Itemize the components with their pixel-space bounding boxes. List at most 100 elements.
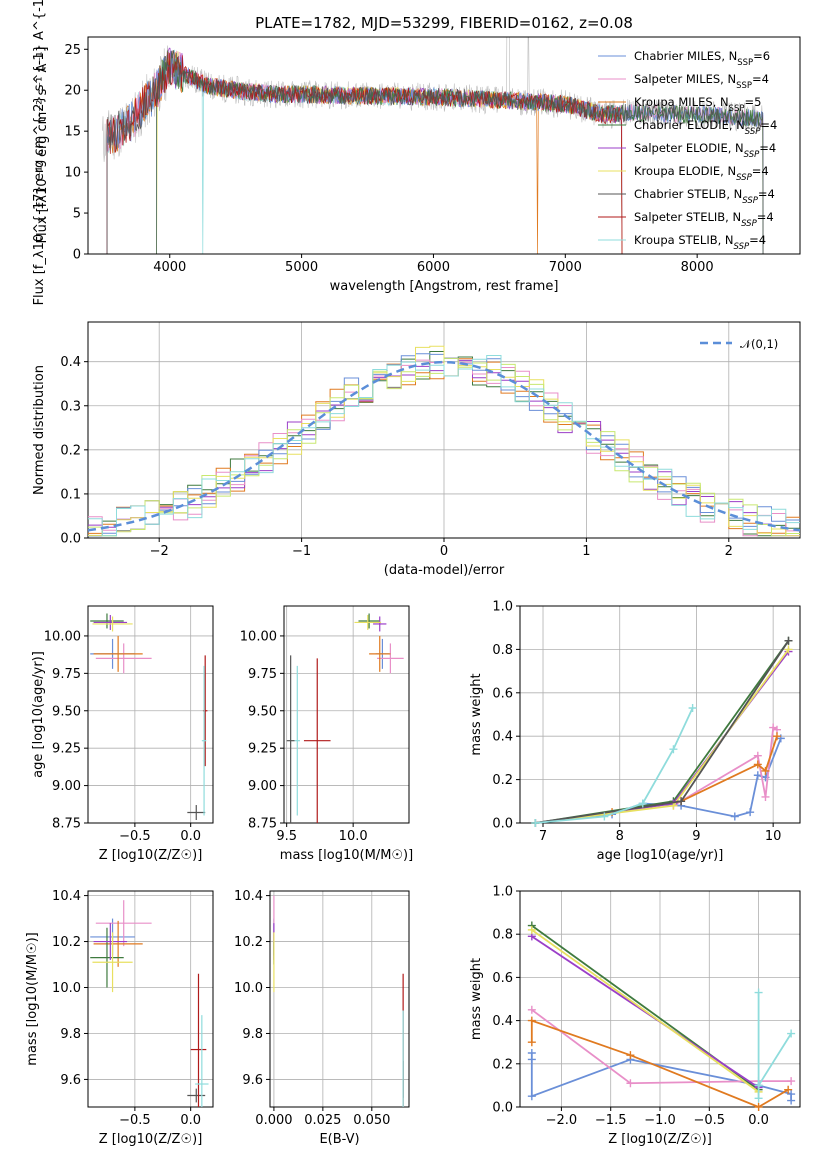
y-tick-label: 0 [73,248,81,263]
y-tick-label: 0.6 [492,971,513,986]
y-tick-label: 9.50 [52,704,81,719]
data-point-marker [730,812,739,821]
mass-weight-line [535,738,782,824]
data-point-marker [754,1094,763,1103]
y-tick-label: 0.4 [60,355,81,370]
x-tick-label: 10.0 [339,829,368,844]
x-tick-label: −2 [150,544,169,559]
y-tick-label: 9.6 [242,1073,263,1088]
data-point-marker [638,799,647,808]
y-axis-label: mass weight [469,673,484,755]
legend-entry: Chabrier MILES, NSSP=6 [634,49,770,68]
y-tick-label: 10.2 [234,935,263,950]
y-tick-label: 10.4 [52,889,81,904]
mass-weight-line [535,651,790,824]
y-axis-label: Flux [f_λ10^{-17} erg cm^{-2} s^{-1} A^{… [32,0,47,305]
model-spectrum-line [156,47,623,254]
y-tick-label: 10.2 [52,935,81,950]
data-point-marker [761,766,770,775]
data-point-marker [746,808,755,817]
x-tick-label: 7 [539,829,547,844]
y-tick-label: 10.4 [234,889,263,904]
x-tick-label: −1.0 [644,1113,676,1128]
y-tick-label: 9.00 [52,779,81,794]
data-point-marker [784,636,793,645]
x-tick-label: 0 [440,544,448,559]
data-point-marker [527,1092,536,1101]
y-tick-label: 9.6 [60,1073,81,1088]
legend-entry: Kroupa ELODIE, NSSP=4 [634,164,769,183]
y-tick-label: 8.75 [52,817,81,832]
mass-vs-ebv-panel: 0.000 0.025 0.050 9.6 9.8 10.0 10.2 10.4 E(B-V) [234,889,410,1147]
x-axis-label: Z [log10(Z/Z☉)] [608,1132,712,1147]
x-axis-label: Z [log10(Z/Z☉)] [99,1132,203,1147]
errorbar-area [90,613,208,821]
spectrum-plot-area [102,37,764,254]
residual-histogram-step [88,358,800,534]
data-point-marker [787,1096,796,1105]
x-tick-label: −1.5 [595,1113,627,1128]
residual-histogram-step [88,355,800,537]
mass-weight-line [535,640,790,824]
data-point-marker [669,745,678,754]
x-tick-label: 7000 [549,260,582,275]
y-axis-label: mass [log10(M/M☉)] [25,932,40,1065]
line-area [527,921,796,1111]
data-point-marker [527,1016,536,1025]
y-axis-label: Flux [fλ10⁻¹⁷ erg cm⁻² s⁻¹ A⁻¹] [35,47,50,244]
x-tick-label: 4000 [153,260,186,275]
y-tick-label: 20 [64,84,81,99]
x-tick-label: 1 [582,544,590,559]
chart-title: PLATE=1782, MJD=53299, FIBERID=0162, z=0… [255,14,633,32]
y-tick-label: 9.75 [248,667,277,682]
x-axis-label: wavelength [Angstrom, rest frame] [330,279,559,294]
residual-histogram-panel: −2 −1 0 1 2 0.0 0.1 0.2 0.3 0.4 (data-model)/error… [32,321,801,578]
y-axis-label: age [log10(age/yr)] [31,651,46,778]
mass-weight-line [535,640,790,824]
x-axis-label: age [log10(age/yr)] [597,848,724,863]
y-tick-label: 1.0 [492,600,513,615]
y-tick-label: 10.0 [234,981,263,996]
data-point-marker [527,925,536,934]
y-tick-label: 9.50 [248,704,277,719]
histogram-area [88,345,800,537]
data-point-marker [784,1085,793,1094]
y-tick-label: 5 [73,207,81,222]
y-tick-label: 9.00 [248,779,277,794]
x-tick-label: 0.0 [180,1113,201,1128]
data-point-marker [753,751,762,760]
data-point-marker [753,771,762,780]
y-tick-label: 25 [64,43,81,58]
data-point-marker [754,1081,763,1090]
data-point-marker [677,797,686,806]
axes-frame [269,890,410,1108]
x-axis-label: E(B-V) [319,1132,359,1147]
y-tick-label: 8.75 [248,817,277,832]
spectrum-panel: 4000 5000 6000 7000 8000 0 5 10 15 20 25 wavelength… [32,0,801,305]
y-tick-label: 0.6 [492,686,513,701]
x-tick-label: 10 [765,829,782,844]
data-point-marker [784,645,793,654]
x-tick-label: 0.050 [353,1113,390,1128]
legend-entry: Kroupa STELIB, NSSP=4 [634,233,766,252]
normal-distribution-curve [88,360,800,532]
data-point-marker [527,1005,536,1014]
massweight-vs-metallicity-panel: −2.0 −1.5 −1.0 −0.5 0.0 0.0 0.2 0.4 0.6 0.8 1.0 Z [… [469,885,801,1147]
data-point-marker [761,792,770,801]
axes-frame [519,605,801,824]
y-tick-label: 0.0 [60,532,81,547]
errorbar-area [90,900,209,1107]
y-tick-label: 0.0 [492,1101,513,1116]
x-tick-label: 8 [616,829,624,844]
errorbar-area [286,613,404,823]
y-tick-label: 9.75 [52,667,81,682]
data-point-marker [772,732,781,741]
y-tick-label: 9.25 [248,742,277,757]
data-point-marker [754,988,763,997]
data-point-marker [626,1079,635,1088]
data-point-marker [688,703,697,712]
y-tick-label: 0.4 [492,730,513,745]
legend-entry: Chabrier STELIB, NSSP=4 [634,187,775,206]
y-tick-label: 15 [64,125,81,140]
